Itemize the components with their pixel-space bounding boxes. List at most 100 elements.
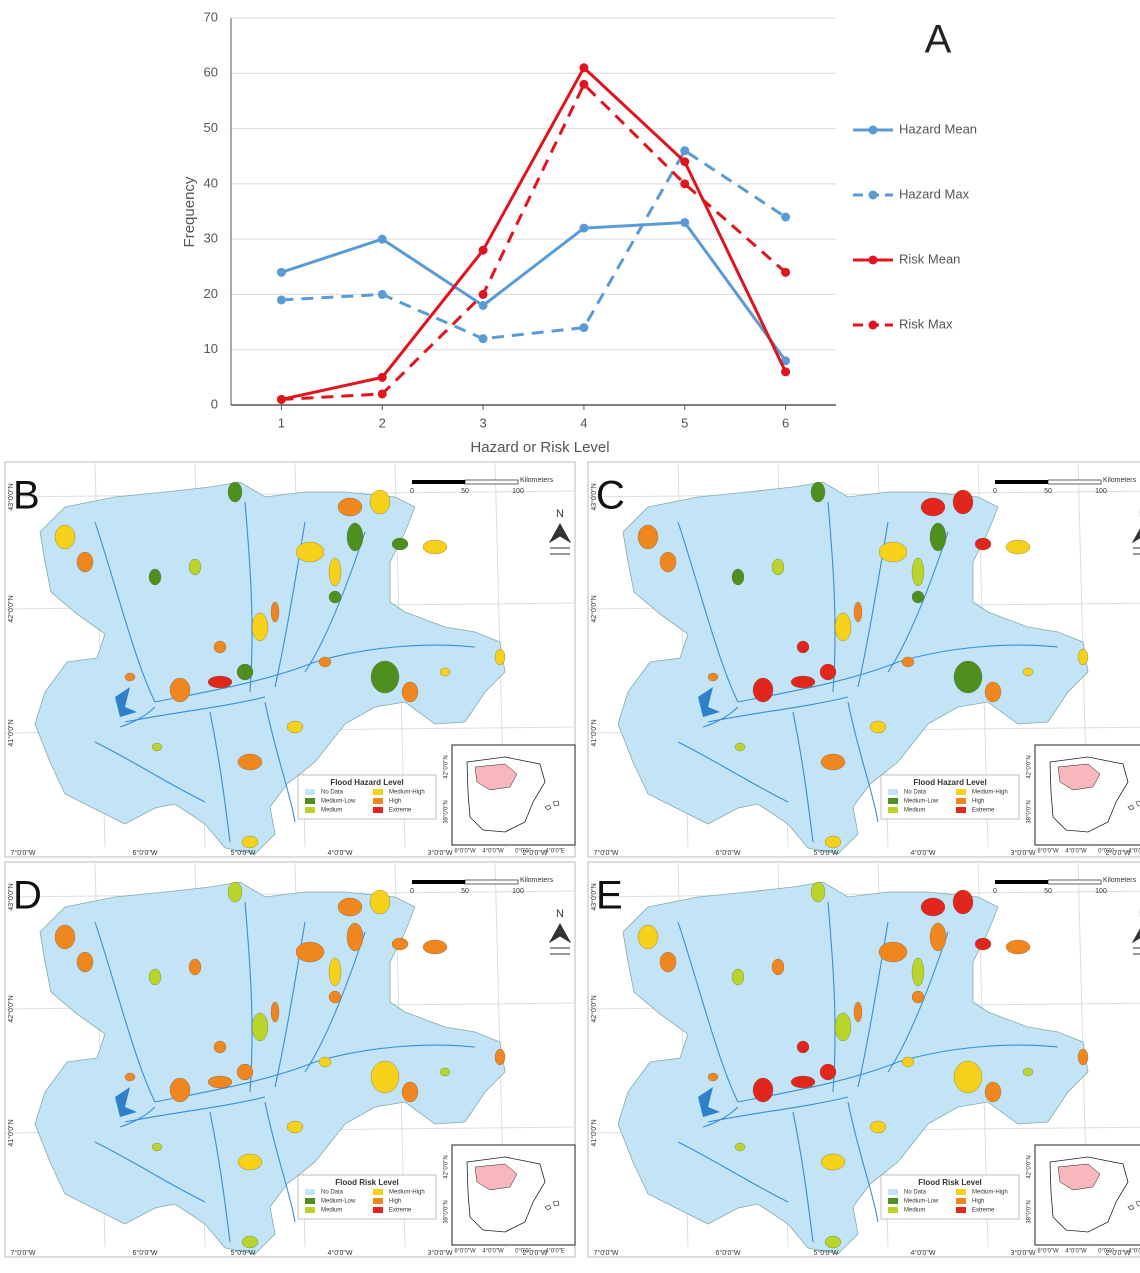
lon-label: 3°0'0"W [1011,849,1036,857]
data-point [479,334,488,343]
legend-title: Flood Risk Level [335,1178,399,1187]
map-panel: E43°0'0"N42°0'0"N41°0'0"N7°0'0"W6°0'0"W5… [588,862,1140,1257]
data-point [378,290,387,299]
series-line [281,84,785,399]
legend-marker [869,256,878,265]
legend-title: Flood Hazard Level [330,778,403,787]
lon-label: 3°0'0"W [1011,1249,1036,1257]
legend-swatch [888,1189,898,1195]
lat-label: 41°0'0"N [7,719,15,746]
zone-patch [985,682,1001,702]
zone-patch [402,1082,418,1102]
data-point [781,213,790,222]
data-point [378,373,387,382]
lon-label: 6°0'0"W [133,1249,158,1257]
scale-unit: Kilometers [520,477,554,484]
zone-patch [152,743,162,751]
inset-lat-label: 38°0'0"N [1027,800,1033,823]
lat-label: 41°0'0"N [590,719,598,746]
legend-item: Medium-High [389,790,425,796]
legend-item: Extreme [389,808,412,814]
y-tick-label: 50 [204,120,218,135]
scale-bar [995,880,1048,884]
inset-lat-label: 38°0'0"N [444,1200,450,1223]
scale-label: 0 [993,888,997,895]
scale-bar [465,480,518,484]
zone-patch [638,925,658,949]
inset-lon-label: 4°0'0"E [1128,1249,1140,1255]
zone-patch [821,754,845,770]
inset-lon-label: 0°0'0" [1098,1249,1114,1255]
legend-swatch [888,807,898,813]
zone-patch [329,558,341,586]
lon-label: 7°0'0"W [594,849,619,857]
zone-patch [214,1041,226,1053]
zone-patch [149,969,161,985]
chart-title: A [925,18,952,62]
legend-item: Medium [904,808,925,814]
inset-lat-label: 42°0'0"N [1027,755,1033,778]
legend-swatch [305,1207,315,1213]
panel-label: B [13,474,40,518]
scale-unit: Kilometers [1103,477,1137,484]
zone-patch [854,602,862,622]
zone-patch [797,641,809,653]
y-tick-label: 20 [204,286,218,301]
inset-lon-label: 8°0'0"W [1037,849,1059,855]
zone-patch [55,925,75,949]
zone-patch [125,673,135,681]
zone-patch [735,743,745,751]
lon-label: 6°0'0"W [716,1249,741,1257]
zone-patch [125,1073,135,1081]
scale-label: 50 [1044,888,1052,895]
lon-label: 7°0'0"W [11,1249,36,1257]
inset-lon-label: 0°0'0" [1098,849,1114,855]
data-point [277,395,286,404]
legend-item: Extreme [972,808,995,814]
inset-lat-label: 42°0'0"N [1027,1155,1033,1178]
zone-patch [797,1041,809,1053]
zone-patch [638,525,658,549]
inset-lon-label: 4°0'0"E [545,1249,565,1255]
zone-patch [811,482,825,502]
north-label: N [556,508,564,520]
zone-patch [879,542,907,562]
zone-patch [930,923,946,951]
legend-marker [869,321,878,330]
zone-patch [238,754,262,770]
scale-label: 0 [993,488,997,495]
legend-swatch [305,807,315,813]
zone-patch [921,898,945,916]
zone-patch [392,938,408,950]
zone-patch [708,673,718,681]
zone-patch [170,678,190,702]
legend-item: Medium [321,1208,342,1214]
zone-patch [821,1154,845,1170]
inset-lon-label: 8°0'0"W [454,1249,476,1255]
scale-label: 100 [1095,888,1107,895]
panel-label: C [596,474,625,518]
lon-label: 3°0'0"W [428,1249,453,1257]
lat-label: 42°0'0"N [7,595,15,622]
zone-patch [347,523,363,551]
zone-patch [953,890,973,914]
legend-swatch [888,1198,898,1204]
zone-patch [152,1143,162,1151]
zone-patch [495,1049,505,1065]
zone-patch [791,1076,815,1088]
lon-label: 7°0'0"W [594,1249,619,1257]
zone-patch [402,682,418,702]
zone-patch [820,1064,836,1080]
zone-patch [1023,668,1033,676]
zone-patch [77,952,93,972]
lat-label: 42°0'0"N [590,595,598,622]
zone-patch [338,898,362,916]
legend-swatch [305,1198,315,1204]
data-point [479,290,488,299]
data-point [680,179,689,188]
zone-patch [708,1073,718,1081]
data-point [277,295,286,304]
legend-label: Risk Max [899,316,953,331]
x-tick-label: 6 [782,415,789,430]
inset-lon-label: 0°0'0" [515,849,531,855]
